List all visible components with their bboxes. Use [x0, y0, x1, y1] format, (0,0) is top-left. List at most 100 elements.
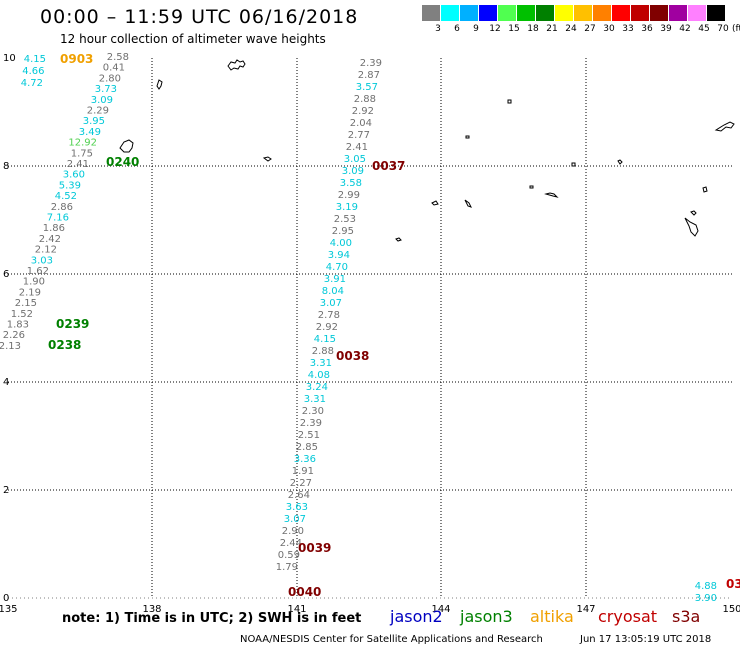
wave-height-label: 3.49: [79, 127, 101, 138]
scale-swatch: [574, 5, 592, 21]
wave-height-label: 0.59: [278, 550, 300, 561]
wave-height-label: 2.86: [51, 202, 73, 213]
wave-height-label: 3.31: [310, 358, 332, 369]
scale-swatch: [517, 5, 535, 21]
wave-height-label: 3.09: [91, 95, 113, 106]
scale-label: 24: [565, 24, 577, 34]
island-coastline: [465, 135, 470, 139]
island-coastline: [464, 199, 472, 208]
legend-item-altika: altika: [530, 607, 574, 626]
wave-height-label: 2.53: [334, 214, 356, 225]
scale-label: 6: [454, 24, 460, 34]
pass-time-label: 0038: [336, 349, 369, 363]
island-coastline: [156, 79, 163, 90]
y-tick-label: 6: [3, 269, 9, 280]
scale-label: 39: [660, 24, 672, 34]
wave-height-label: 3.90: [695, 593, 717, 604]
wave-height-label: 3.58: [340, 178, 362, 189]
wave-height-label: 2.30: [302, 406, 324, 417]
y-tick-label: 2: [3, 485, 9, 496]
x-tick-label: 150: [722, 604, 740, 615]
wave-height-label: 1.90: [23, 277, 45, 288]
scale-swatch: [441, 5, 459, 21]
wave-height-label: 3.94: [328, 250, 350, 261]
scale-swatch: [669, 5, 687, 21]
island-coastline: [714, 121, 735, 132]
wave-height-label: 2.77: [348, 130, 370, 141]
wave-height-label: 0.41: [103, 63, 125, 74]
wave-height-label: 4.66: [22, 66, 44, 77]
scale-unit: (ft): [732, 24, 740, 34]
wave-height-label: 5.39: [59, 180, 81, 191]
island-coastline: [617, 159, 623, 165]
wave-height-label: 2.19: [19, 287, 41, 298]
island-coastline: [262, 156, 272, 162]
legend-item-cryosat: cryosat: [598, 607, 658, 626]
credit-text: NOAA/NESDIS Center for Satellite Applica…: [240, 634, 543, 645]
wave-height-label: 2.15: [15, 298, 37, 309]
scale-swatch: [631, 5, 649, 21]
wave-height-label: 4.88: [695, 581, 717, 592]
legend-item-jason3: jason3: [460, 607, 513, 626]
scale-swatch: [422, 5, 440, 21]
wave-height-label: 3.09: [342, 166, 364, 177]
wave-height-label: 2.92: [316, 322, 338, 333]
scale-swatch: [688, 5, 706, 21]
wave-height-label: 2.44: [280, 538, 302, 549]
wave-height-label: 3.95: [83, 116, 105, 127]
pass-time-label: 03: [726, 577, 740, 591]
y-tick-label: 4: [3, 377, 9, 388]
scale-label: 3: [435, 24, 441, 34]
scale-label: 12: [489, 24, 501, 34]
wave-height-label: 8.04: [322, 286, 344, 297]
island-coastline: [529, 185, 534, 189]
pass-time-label: 0040: [288, 585, 321, 599]
island-coastline: [119, 139, 134, 153]
wave-height-label: 3.60: [63, 170, 85, 181]
map-subtitle: 12 hour collection of altimeter wave hei…: [60, 32, 326, 46]
scale-swatch: [498, 5, 516, 21]
wave-height-label: 2.13: [0, 341, 21, 352]
scale-label: 33: [622, 24, 634, 34]
wave-height-label: 1.83: [7, 320, 29, 331]
wave-height-label: 2.39: [300, 418, 322, 429]
wave-height-label: 2.51: [298, 430, 320, 441]
wave-height-label: 2.95: [332, 226, 354, 237]
island-coastline: [544, 192, 559, 198]
wave-height-label: 2.92: [352, 106, 374, 117]
island-coastline: [571, 162, 576, 167]
scale-swatch: [460, 5, 478, 21]
pass-time-label: 0903: [60, 52, 93, 66]
wave-height-label: 2.99: [338, 190, 360, 201]
wave-height-label: 3.91: [324, 274, 346, 285]
island-coastline: [395, 237, 402, 242]
scale-label: 27: [584, 24, 596, 34]
wave-height-label: 1.91: [292, 466, 314, 477]
wave-height-label: 1.75: [71, 148, 93, 159]
pass-time-label: 0037: [372, 159, 405, 173]
scale-label: 70: [717, 24, 729, 34]
scale-swatch: [479, 5, 497, 21]
wave-height-label: 4.70: [326, 262, 348, 273]
scale-label: 36: [641, 24, 653, 34]
wave-height-label: 4.52: [55, 191, 77, 202]
y-tick-label: 8: [3, 161, 9, 172]
wave-height-label: 2.29: [87, 106, 109, 117]
wave-height-label: 2.87: [358, 70, 380, 81]
scale-swatch: [555, 5, 573, 21]
x-tick-label: 144: [431, 604, 450, 615]
scale-label: 9: [473, 24, 479, 34]
wave-height-label: 3.63: [286, 502, 308, 513]
scale-swatch: [536, 5, 554, 21]
wave-height-label: 2.39: [360, 58, 382, 69]
wave-height-label: 3.31: [304, 394, 326, 405]
wave-height-label: 4.08: [308, 370, 330, 381]
island-coastline: [227, 59, 246, 71]
pass-time-label: 0240: [106, 155, 139, 169]
scale-label: 42: [679, 24, 691, 34]
wave-height-label: 3.57: [356, 82, 378, 93]
y-tick-label: 0: [3, 593, 9, 604]
scale-label: 15: [508, 24, 520, 34]
scale-label: 30: [603, 24, 615, 34]
